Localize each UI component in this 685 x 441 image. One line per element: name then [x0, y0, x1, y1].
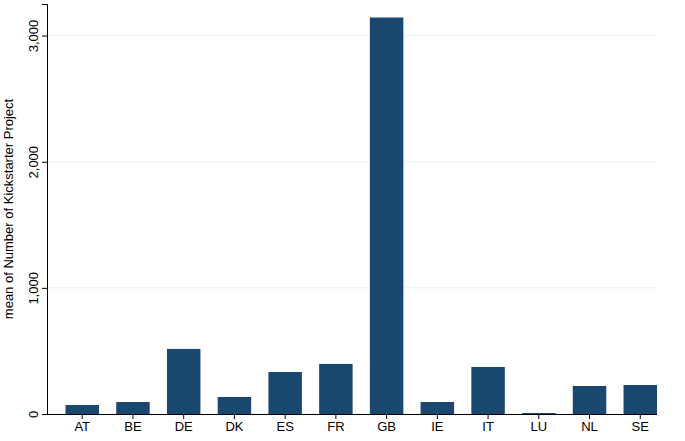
y-tick-mark — [42, 36, 47, 37]
y-tick-mark — [42, 162, 47, 163]
x-tick-label: IT — [482, 419, 494, 434]
x-tick: IE — [431, 414, 444, 434]
bar — [116, 402, 149, 414]
x-tick-label: DE — [175, 419, 193, 434]
x-tick: SE — [632, 414, 650, 434]
bar — [218, 397, 251, 414]
y-tick: 2,000 — [26, 146, 47, 179]
y-tick-label: 1,000 — [26, 272, 41, 305]
y-tick: 1,000 — [26, 272, 47, 305]
x-tick-label: AT — [74, 419, 90, 434]
bars — [66, 17, 658, 414]
y-tick-mark — [42, 288, 47, 289]
bar — [319, 364, 352, 414]
chart: 0 1,000 2,000 3,000 AT BE DE DK ES FR GB IE IT LU NL SE… — [0, 0, 685, 441]
grid-line — [47, 161, 657, 162]
y-tick-label: 2,000 — [26, 146, 41, 179]
grid-line — [47, 287, 657, 288]
x-axis: AT BE DE DK ES FR GB IE IT LU NL SE — [47, 414, 657, 434]
x-axis-line — [47, 414, 657, 415]
bar — [370, 17, 403, 414]
y-tick-label: 0 — [26, 411, 41, 418]
x-tick-label: IE — [431, 419, 444, 434]
x-tick: DK — [225, 414, 243, 434]
x-tick-label: DK — [225, 419, 243, 434]
x-tick-label: BE — [124, 419, 142, 434]
grid-line — [47, 35, 657, 36]
x-tick: NL — [581, 414, 598, 434]
x-tick: ES — [276, 414, 294, 434]
x-tick-label: NL — [581, 419, 598, 434]
x-tick: GB — [377, 414, 396, 434]
x-tick: BE — [124, 414, 142, 434]
y-axis-title: mean of Number of Kickstarter Project — [1, 98, 16, 319]
y-axis-line — [42, 5, 48, 415]
x-tick-label: LU — [530, 419, 547, 434]
x-tick: AT — [74, 414, 90, 434]
y-tick: 0 — [26, 411, 47, 418]
x-tick: FR — [327, 414, 344, 434]
x-tick: LU — [530, 414, 547, 434]
bar — [573, 386, 606, 414]
x-tick-label: GB — [377, 419, 396, 434]
x-tick-label: SE — [632, 419, 650, 434]
bar — [624, 385, 657, 414]
grid — [47, 36, 657, 414]
bar — [167, 349, 200, 414]
x-tick-label: FR — [327, 419, 344, 434]
bar — [471, 367, 504, 414]
bar — [66, 405, 99, 414]
y-tick-label: 3,000 — [26, 20, 41, 53]
y-tick-mark — [42, 414, 47, 415]
x-tick: IT — [482, 414, 494, 434]
bar — [421, 402, 454, 414]
bar — [268, 372, 301, 414]
y-axis: 0 1,000 2,000 3,000 — [26, 5, 48, 419]
x-tick-label: ES — [276, 419, 294, 434]
x-tick: DE — [175, 414, 193, 434]
bar — [522, 413, 555, 414]
y-tick: 3,000 — [26, 20, 47, 53]
